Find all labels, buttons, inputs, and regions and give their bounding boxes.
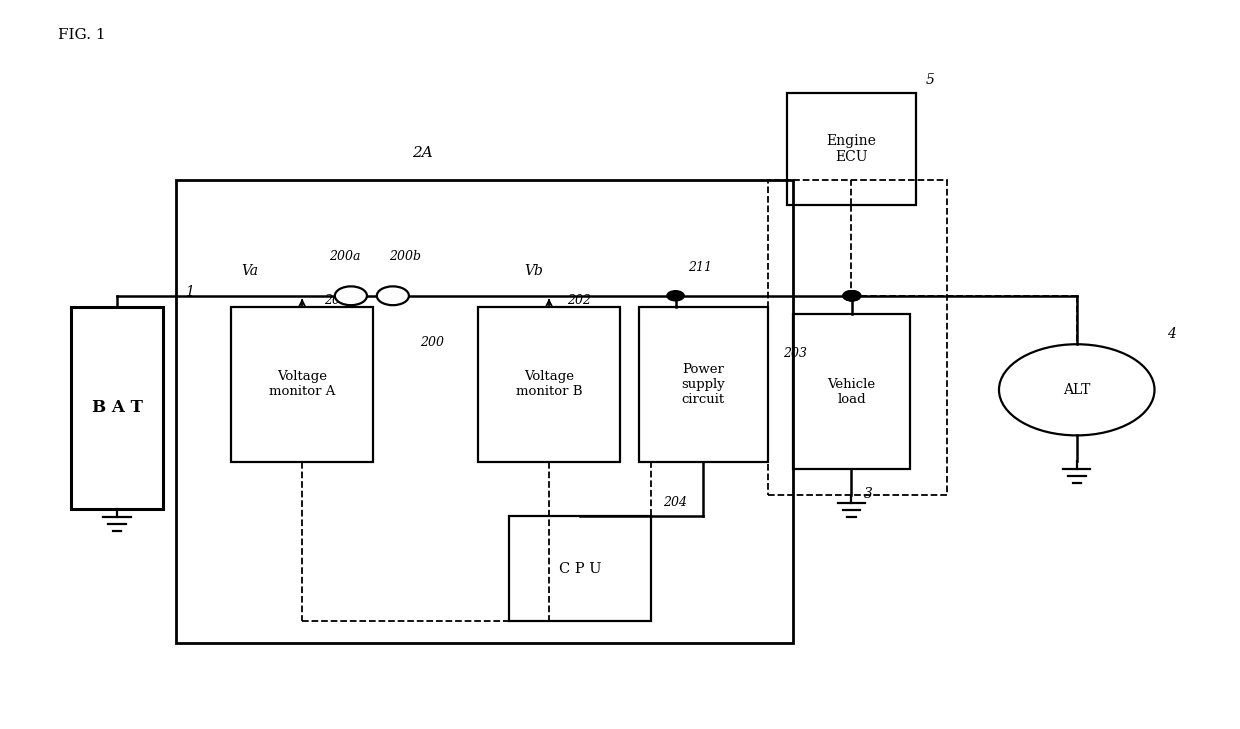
Text: 200: 200 — [420, 335, 444, 348]
Text: Va: Va — [241, 264, 258, 278]
Text: Vehicle
load: Vehicle load — [827, 378, 875, 405]
Text: Engine
ECU: Engine ECU — [827, 134, 877, 164]
Circle shape — [377, 286, 409, 305]
Circle shape — [843, 291, 861, 301]
Text: Voltage
monitor A: Voltage monitor A — [269, 370, 335, 398]
Text: C P U: C P U — [559, 562, 601, 576]
Circle shape — [335, 286, 367, 305]
Text: 211: 211 — [688, 261, 712, 274]
Text: 3: 3 — [864, 488, 873, 502]
Text: 5: 5 — [926, 74, 935, 87]
Text: FIG. 1: FIG. 1 — [58, 28, 105, 42]
Text: 4: 4 — [1167, 327, 1176, 340]
Circle shape — [843, 291, 861, 301]
Text: 1: 1 — [186, 285, 195, 300]
Text: 201: 201 — [325, 295, 348, 307]
Text: 202: 202 — [568, 295, 591, 307]
Text: B A T: B A T — [92, 399, 143, 416]
Text: 204: 204 — [663, 496, 687, 509]
Text: Voltage
monitor B: Voltage monitor B — [516, 370, 583, 398]
Circle shape — [667, 291, 684, 301]
Text: 203: 203 — [782, 347, 807, 360]
Text: Power
supply
circuit: Power supply circuit — [682, 363, 725, 406]
Text: ALT: ALT — [1063, 383, 1090, 397]
Text: 200b: 200b — [389, 250, 422, 263]
Text: Vb: Vb — [525, 264, 543, 278]
Text: 200a: 200a — [329, 250, 361, 263]
Circle shape — [843, 291, 861, 301]
Text: 2A: 2A — [412, 146, 433, 160]
